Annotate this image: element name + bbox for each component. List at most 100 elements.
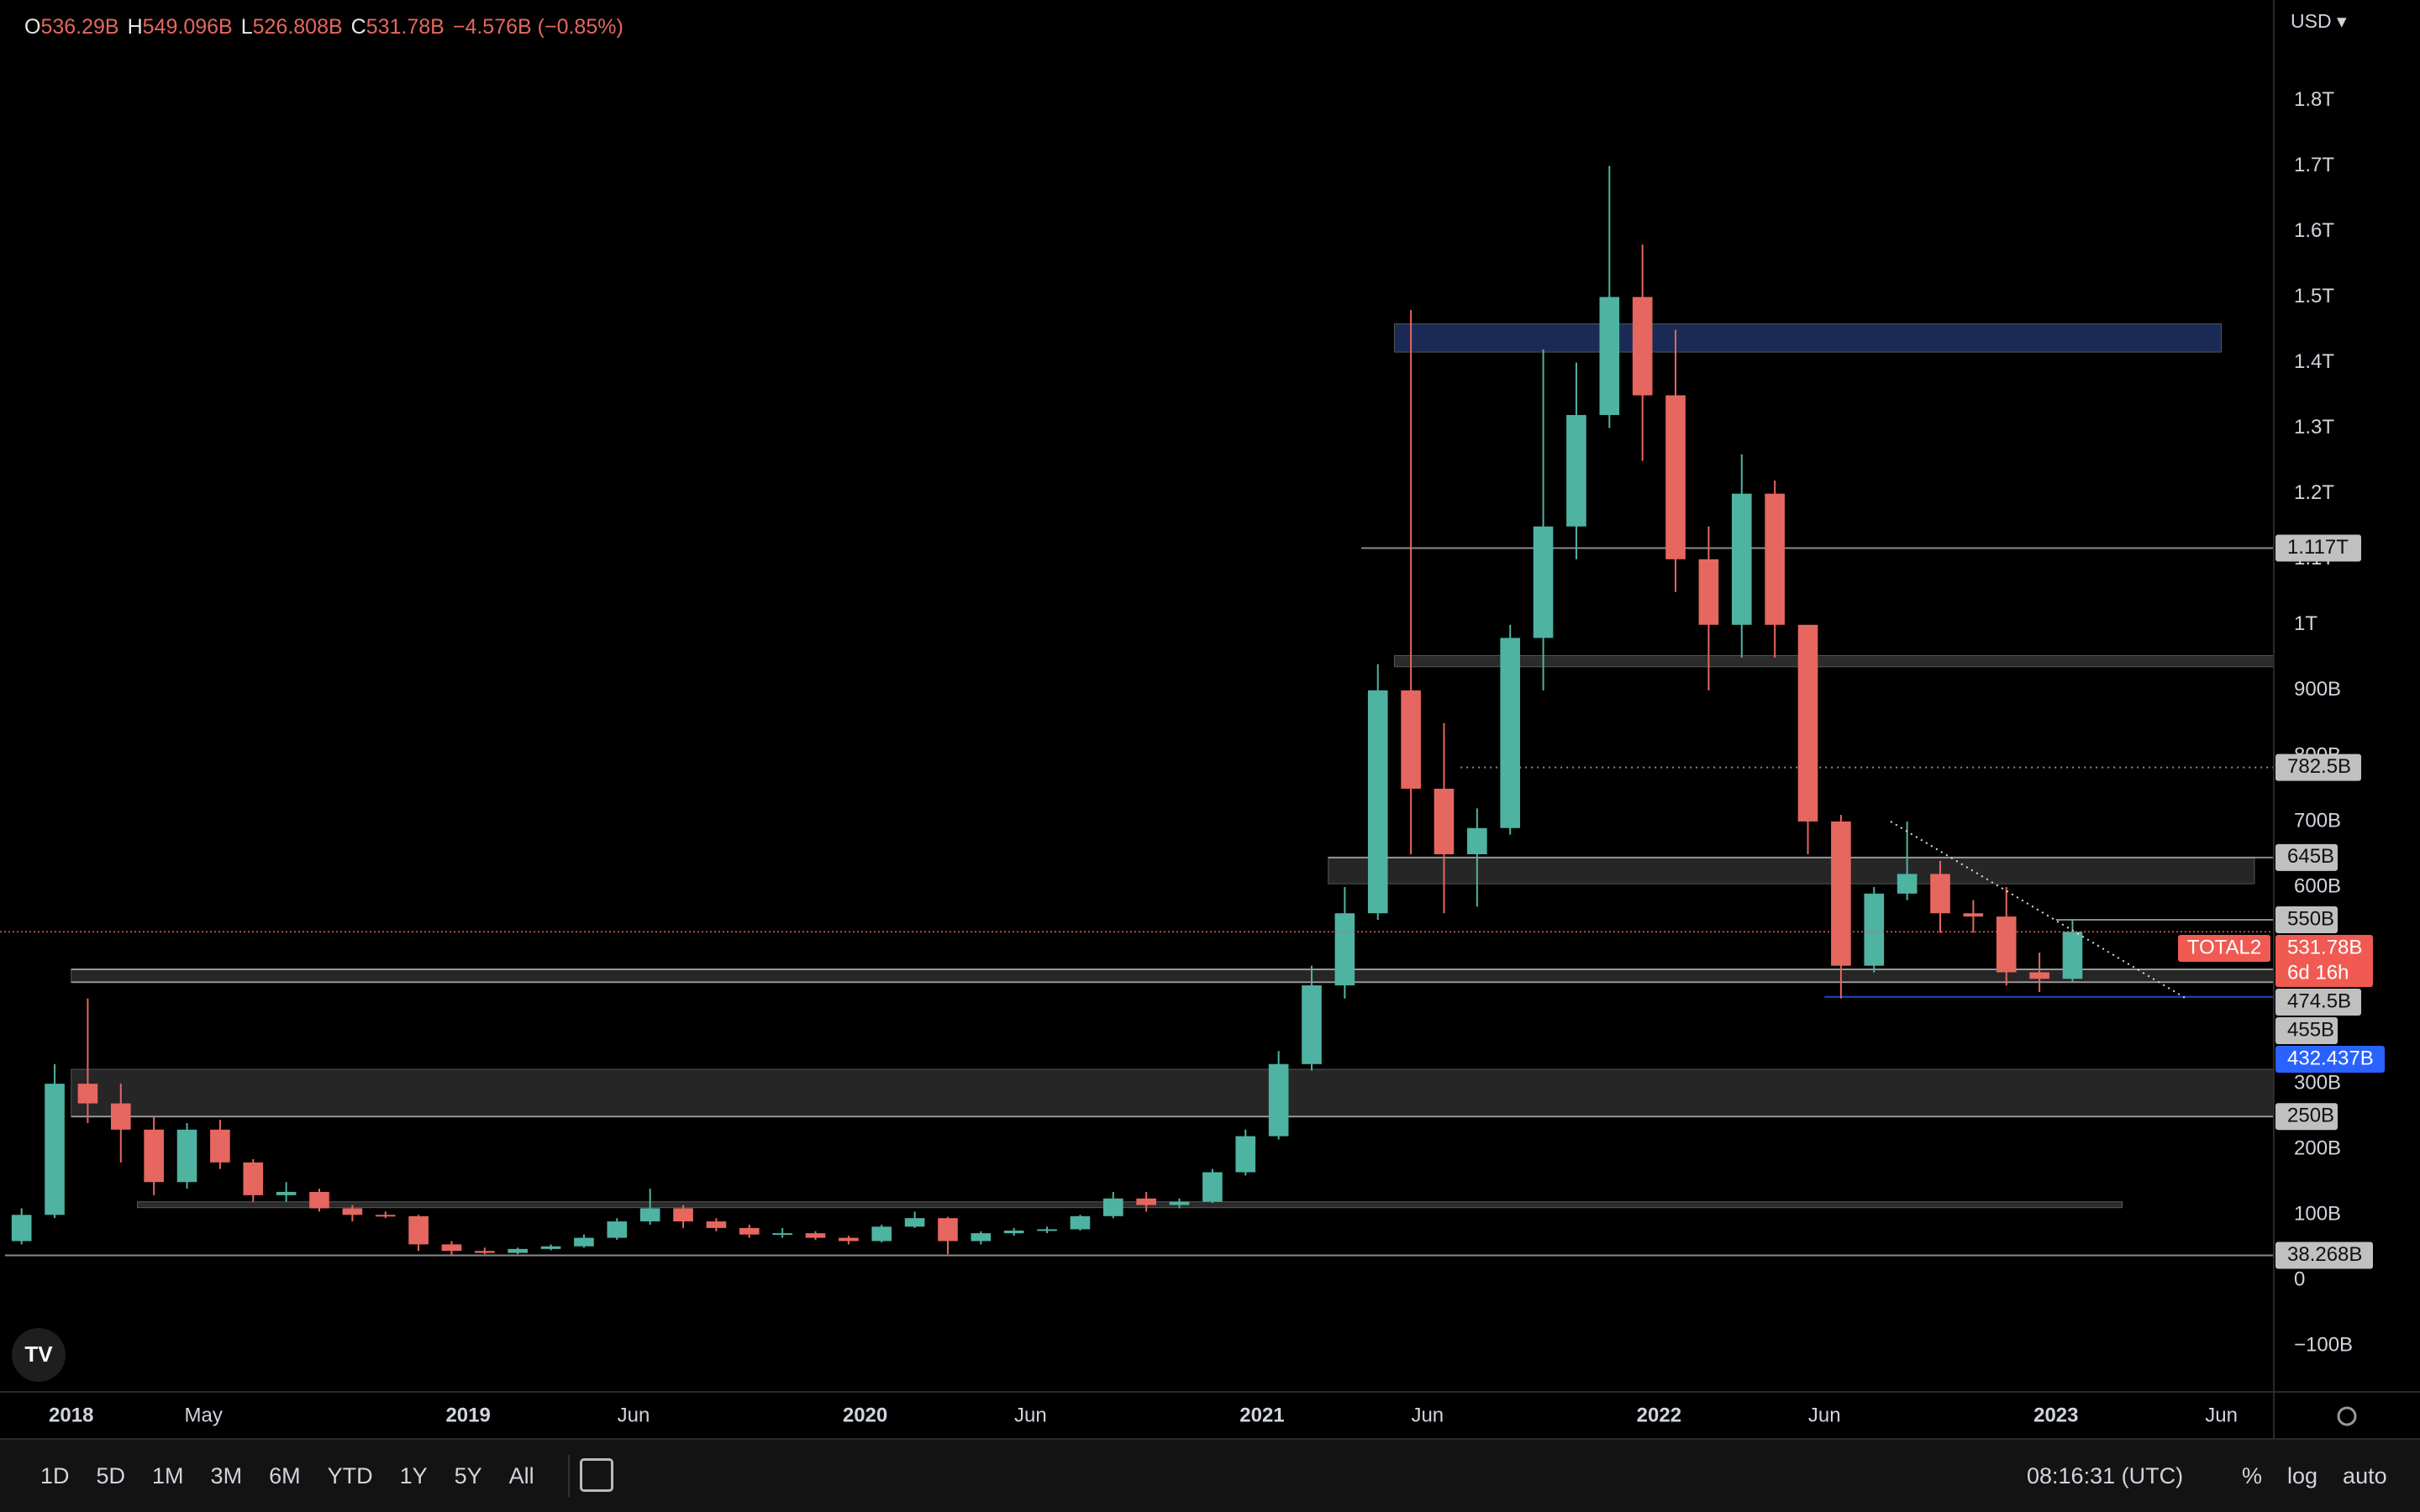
candle-body	[1566, 415, 1586, 527]
candle-body	[1401, 690, 1421, 789]
candle-body	[1599, 297, 1620, 416]
logo[interactable]	[12, 1328, 66, 1382]
candle-body	[1302, 985, 1322, 1064]
range-button[interactable]: 1M	[152, 1463, 184, 1488]
candle-body	[77, 1084, 98, 1104]
range-button[interactable]: 3M	[210, 1463, 243, 1488]
range-button[interactable]: 5Y	[454, 1463, 482, 1488]
candle-body	[1963, 913, 1984, 917]
candle-body	[309, 1191, 329, 1209]
legend-value: 531.78B	[366, 15, 445, 39]
y-tick-label: 1.5T	[2294, 285, 2334, 307]
y-tick-label: 1.2T	[2294, 481, 2334, 504]
candle-body	[1996, 916, 2017, 973]
candle-body	[176, 1129, 197, 1183]
price-label-bg	[2275, 753, 2361, 781]
candle-body	[276, 1191, 297, 1195]
candle-body	[1765, 493, 1785, 625]
x-tick-label: Jun	[1014, 1404, 1047, 1426]
candle-body	[1831, 821, 1851, 966]
candle-body	[1731, 493, 1752, 625]
y-tick-label: 0	[2294, 1268, 2305, 1291]
candle-body	[408, 1215, 429, 1245]
legend-item: C531.78B	[351, 15, 445, 39]
candle-body	[243, 1162, 264, 1195]
legend-value: 549.096B	[142, 15, 233, 39]
y-tick-label: 1.6T	[2294, 219, 2334, 242]
price-label: 474.5B	[2287, 990, 2351, 1012]
price-label: 38.268B	[2287, 1243, 2362, 1266]
price-label-bg	[2275, 1017, 2338, 1045]
candle-body	[1897, 874, 1918, 894]
y-tick-label: 1.7T	[2294, 154, 2334, 176]
price-label-bg	[2275, 989, 2361, 1016]
candle-body	[1136, 1198, 1156, 1205]
candle-body	[706, 1221, 727, 1228]
scale-option[interactable]: log	[2287, 1463, 2318, 1488]
plot-area	[0, 165, 2274, 1257]
candle-body	[375, 1215, 396, 1217]
candle-body	[45, 1084, 65, 1215]
range-buttons: 1D 5D 1M 3M 6M YTD 1Y 5Y All	[29, 1460, 546, 1493]
zone	[1393, 323, 2223, 353]
price-label-bg	[2275, 1242, 2373, 1269]
y-tick-label: 700B	[2294, 809, 2341, 832]
range-button[interactable]: 5D	[96, 1463, 126, 1488]
currency[interactable]: USD ▾	[2291, 10, 2347, 32]
legend-key: H	[127, 15, 143, 39]
x-tick-label: May	[185, 1404, 223, 1426]
range-button[interactable]: 1Y	[399, 1463, 428, 1488]
candle-body	[1930, 874, 1950, 914]
candle-body	[607, 1221, 628, 1238]
symbol-label: TOTAL2	[2187, 936, 2261, 958]
candle-body	[144, 1129, 164, 1183]
scale-option[interactable]: auto	[2343, 1463, 2387, 1488]
x-tick-label: Jun	[618, 1404, 650, 1426]
price-label: 432.437B	[2287, 1047, 2374, 1069]
candle-body	[805, 1233, 826, 1238]
range-button[interactable]: 6M	[269, 1463, 301, 1488]
candle-body	[1169, 1201, 1190, 1205]
zone	[71, 969, 2274, 983]
candle-body	[1235, 1136, 1256, 1173]
legend-key: C	[350, 15, 366, 39]
price-label: 782.5B	[2287, 755, 2351, 778]
candle-body	[1500, 638, 1521, 828]
range-button[interactable]: YTD	[327, 1463, 373, 1488]
candle-body	[1202, 1172, 1223, 1202]
range-button[interactable]: 1D	[40, 1463, 70, 1488]
settings-icon[interactable]	[2337, 1406, 2357, 1426]
candle-body	[772, 1233, 792, 1236]
candle-body	[210, 1129, 230, 1163]
legend-change: −4.576B (−0.85%)	[452, 15, 623, 39]
candle-body	[11, 1215, 32, 1242]
date-range-icon[interactable]	[580, 1458, 613, 1492]
candle-body	[1467, 827, 1487, 854]
currency-label: USD	[2291, 10, 2332, 32]
x-tick-label: 2022	[1637, 1404, 1681, 1426]
scale-option[interactable]: %	[2242, 1463, 2263, 1488]
price-label-bg	[2275, 1103, 2338, 1131]
price-label-bg	[2275, 935, 2373, 988]
scale-options: % log auto	[2242, 1463, 2387, 1489]
chart: 1.8T1.7T1.6T1.5T1.4T1.3T1.2T1.1T1T900B80…	[0, 0, 2420, 1438]
candle-body	[1037, 1229, 1057, 1231]
countdown: 6d 16h	[2287, 961, 2349, 984]
candle-body	[508, 1248, 529, 1253]
candle-body	[639, 1208, 660, 1222]
candle-body	[1698, 559, 1719, 625]
x-tick-label: 2020	[843, 1404, 887, 1426]
y-tick-label: 1T	[2294, 612, 2317, 635]
candle-body	[475, 1251, 495, 1253]
candle-body	[110, 1103, 131, 1130]
y-tick-label: 1.4T	[2294, 350, 2334, 373]
y-tick-label: 1.3T	[2294, 416, 2334, 438]
range-button[interactable]: All	[508, 1463, 534, 1488]
candle-body	[540, 1246, 561, 1249]
legend-value: 526.808B	[252, 15, 343, 39]
candle-body	[1797, 624, 1818, 822]
x-tick-label: 2021	[1239, 1404, 1284, 1426]
price-label: 645B	[2287, 845, 2334, 868]
y-tick-label: 100B	[2294, 1203, 2341, 1226]
